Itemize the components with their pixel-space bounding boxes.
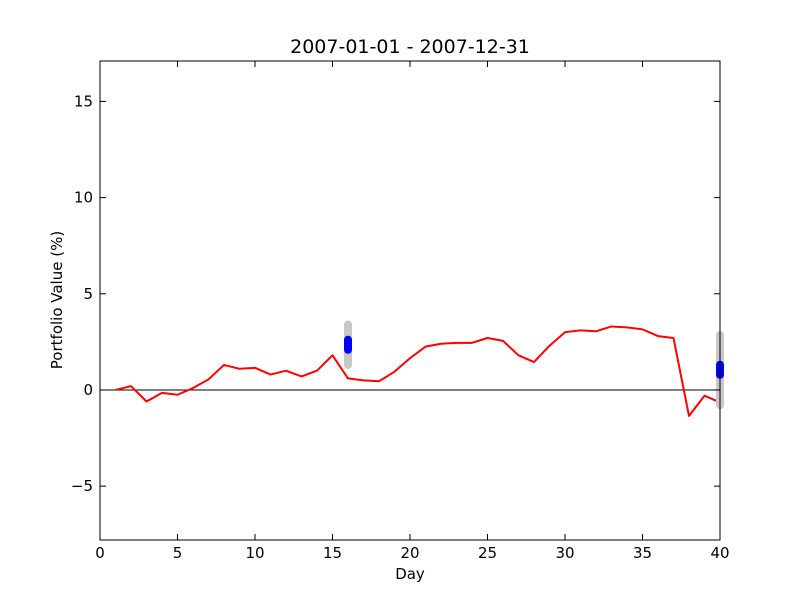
plot-background	[100, 61, 720, 540]
x-tick-label: 30	[555, 544, 574, 562]
x-tick-label: 15	[323, 544, 342, 562]
x-tick-label: 35	[633, 544, 652, 562]
x-tick-label: 0	[95, 544, 105, 562]
y-tick-label: 15	[74, 92, 93, 110]
y-tick-label: 10	[74, 189, 93, 207]
x-tick-label: 20	[400, 544, 419, 562]
x-tick-label: 25	[478, 544, 497, 562]
chart-title: 2007-01-01 - 2007-12-31	[290, 36, 530, 58]
series-line-0	[115, 325, 721, 417]
y-tick-label: 5	[83, 285, 93, 303]
x-axis-label: Day	[395, 565, 425, 583]
y-tick-label: −5	[71, 477, 93, 495]
x-tick-label: 5	[173, 544, 183, 562]
y-tick-label: 0	[83, 381, 93, 399]
y-axis-label: Portfolio Value (%)	[48, 231, 66, 369]
x-tick-label: 10	[245, 544, 264, 562]
x-tick-label: 40	[710, 544, 729, 562]
